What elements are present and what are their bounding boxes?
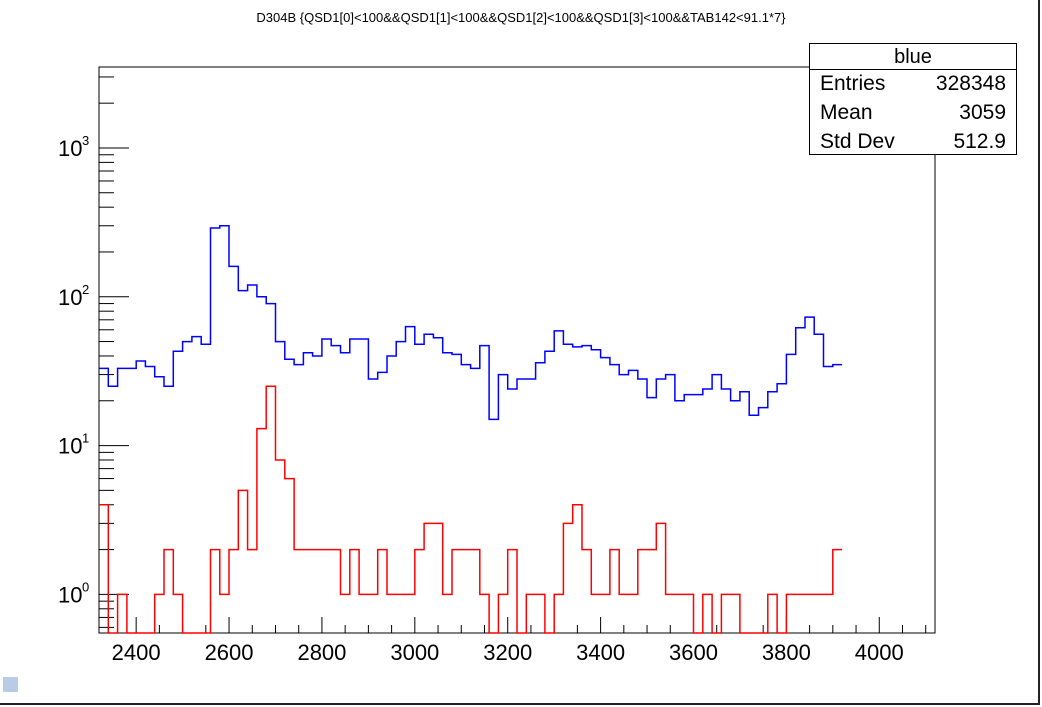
series-layer [99, 225, 843, 634]
x-tick-label: 2600 [205, 640, 254, 665]
y-tick-exponent: 1 [82, 431, 89, 446]
stats-label: Std Dev [820, 130, 895, 153]
stats-box: blue Entries 328348 Mean 3059 Std Dev 51… [809, 43, 1017, 155]
stats-box-title: blue [810, 44, 1016, 70]
series-line-blue [99, 225, 843, 421]
corner-toolbar-box[interactable] [3, 677, 18, 692]
x-tick-label: 3800 [762, 640, 811, 665]
stats-value: 328348 [935, 72, 1006, 95]
series-red [99, 385, 843, 634]
y-tick-exponent: 3 [82, 133, 89, 148]
x-tick-label: 2800 [297, 640, 346, 665]
x-tick-label: 2400 [112, 640, 161, 665]
x-tick-label: 4000 [855, 640, 904, 665]
stats-label: Mean [820, 101, 873, 124]
stats-value: 3059 [959, 101, 1006, 124]
y-tick-exponent: 0 [82, 579, 89, 594]
stats-row-mean: Mean 3059 [820, 99, 1006, 127]
x-tick-label: 3400 [576, 640, 625, 665]
x-tick-label: 3600 [669, 640, 718, 665]
y-tick-label: 10 [58, 434, 82, 459]
y-tick-label: 10 [58, 582, 82, 607]
stats-row-entries: Entries 328348 [820, 70, 1006, 98]
axis-ticks [99, 76, 927, 633]
chart-title: D304B {QSD1[0]<100&&QSD1[1]<100&&QSD1[2]… [256, 10, 786, 25]
y-tick-label: 10 [58, 285, 82, 310]
y-tick-label: 10 [58, 136, 82, 161]
stats-row-std-dev: Std Dev 512.9 [820, 128, 1006, 156]
stats-value: 512.9 [953, 130, 1006, 153]
y-tick-exponent: 2 [82, 282, 89, 297]
x-tick-label: 3000 [390, 640, 439, 665]
stats-label: Entries [820, 72, 886, 95]
series-line-red [99, 385, 843, 634]
series-blue [99, 225, 843, 421]
x-tick-label: 3200 [483, 640, 532, 665]
